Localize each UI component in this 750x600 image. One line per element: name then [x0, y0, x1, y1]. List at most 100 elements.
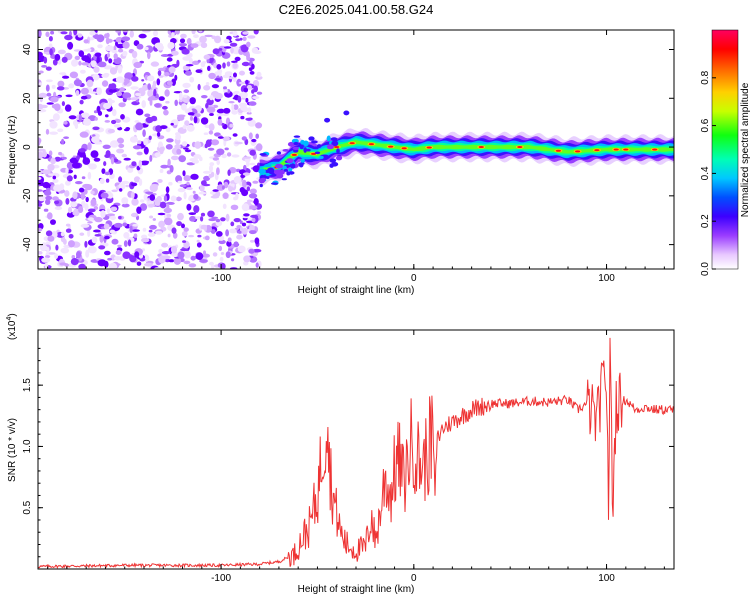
noise-blob — [87, 221, 93, 223]
noise-blob — [92, 237, 98, 244]
noise-blob — [257, 72, 262, 78]
noise-blob — [112, 239, 119, 245]
noise-blob — [184, 261, 191, 265]
noise-blob — [81, 55, 89, 61]
noise-blob — [78, 33, 83, 37]
noise-blob — [252, 218, 256, 222]
noise-blob — [54, 103, 61, 111]
noise-blob — [95, 234, 102, 237]
noise-blob — [143, 228, 147, 232]
noise-blob — [176, 149, 181, 155]
noise-blob — [102, 80, 108, 87]
noise-blob — [188, 235, 194, 237]
noise-blob — [110, 230, 116, 234]
noise-blob — [122, 181, 130, 185]
ridge-blob — [290, 163, 295, 168]
noise-blob — [231, 104, 234, 112]
noise-blob — [140, 199, 144, 202]
noise-blob — [186, 204, 191, 211]
noise-blob — [182, 170, 185, 176]
noise-blob — [243, 37, 247, 41]
noise-blob — [54, 253, 58, 259]
noise-blob — [88, 246, 97, 253]
noise-blob — [203, 250, 206, 255]
noise-blob — [164, 218, 173, 226]
noise-blob — [234, 91, 240, 94]
noise-blob — [46, 85, 50, 92]
ridge-blob — [260, 153, 267, 156]
noise-blob — [71, 258, 79, 265]
noise-blob — [55, 245, 58, 251]
noise-blob — [201, 95, 208, 98]
noise-blob — [222, 186, 225, 190]
noise-blob — [194, 141, 201, 149]
noise-blob — [208, 148, 214, 151]
noise-blob — [227, 61, 231, 66]
noise-blob — [148, 204, 155, 207]
noise-blob — [116, 149, 124, 154]
noise-blob — [211, 172, 215, 178]
noise-blob — [47, 164, 54, 171]
noise-blob — [58, 50, 66, 55]
noise-blob — [147, 83, 151, 90]
ridge-blob — [267, 168, 274, 174]
ridge-blob — [336, 156, 342, 161]
noise-blob — [103, 145, 111, 149]
noise-blob — [167, 57, 173, 61]
noise-blob — [254, 198, 259, 205]
noise-blob — [191, 43, 199, 48]
noise-blob — [69, 234, 74, 239]
noise-blob — [250, 163, 256, 166]
noise-blob — [87, 217, 94, 221]
noise-blob — [184, 89, 190, 93]
noise-blob — [240, 92, 248, 99]
noise-blob — [179, 92, 183, 100]
snr-xlabel: Height of straight line (km) — [298, 584, 415, 595]
colorbar: 0.00.20.40.60.8 Normalized spectral ampl… — [700, 30, 750, 276]
ridge-blob — [303, 147, 307, 153]
noise-blob — [66, 229, 72, 233]
noise-blob — [106, 150, 111, 157]
noise-blob — [90, 91, 97, 94]
noise-blob — [149, 136, 152, 140]
noise-blob — [110, 207, 117, 212]
noise-blob — [106, 37, 110, 44]
noise-blob — [185, 149, 191, 152]
noise-blob — [189, 263, 197, 267]
noise-blob — [131, 87, 136, 90]
noise-blob — [168, 234, 171, 238]
noise-blob — [98, 111, 102, 116]
noise-blob — [52, 196, 59, 200]
noise-blob — [177, 115, 186, 118]
noise-blob — [118, 216, 122, 219]
noise-blob — [189, 77, 194, 83]
noise-blob — [110, 83, 116, 89]
noise-blob — [230, 47, 234, 54]
noise-blob — [196, 252, 204, 260]
noise-blob — [133, 145, 142, 149]
noise-blob — [59, 72, 66, 75]
noise-blob — [47, 93, 52, 97]
noise-blob — [193, 191, 196, 194]
noise-blob — [66, 95, 73, 98]
noise-blob — [61, 139, 64, 145]
noise-blob — [94, 110, 98, 113]
noise-blob — [224, 39, 230, 44]
noise-blob — [247, 200, 253, 203]
noise-blob — [225, 229, 229, 236]
noise-blob — [216, 219, 220, 222]
noise-blob — [139, 160, 143, 168]
noise-blob — [47, 102, 54, 105]
noise-blob — [249, 193, 257, 198]
noise-blob — [116, 91, 122, 96]
ridge-peak — [623, 149, 628, 151]
noise-blob — [214, 93, 223, 100]
noise-blob — [46, 247, 49, 254]
noise-blob — [256, 262, 259, 267]
spectrogram-ytick-label: 40 — [22, 44, 33, 56]
noise-blob — [223, 89, 228, 92]
noise-blob — [69, 115, 77, 119]
noise-blob — [154, 103, 161, 107]
noise-blob — [223, 204, 227, 209]
noise-blob — [81, 224, 90, 228]
